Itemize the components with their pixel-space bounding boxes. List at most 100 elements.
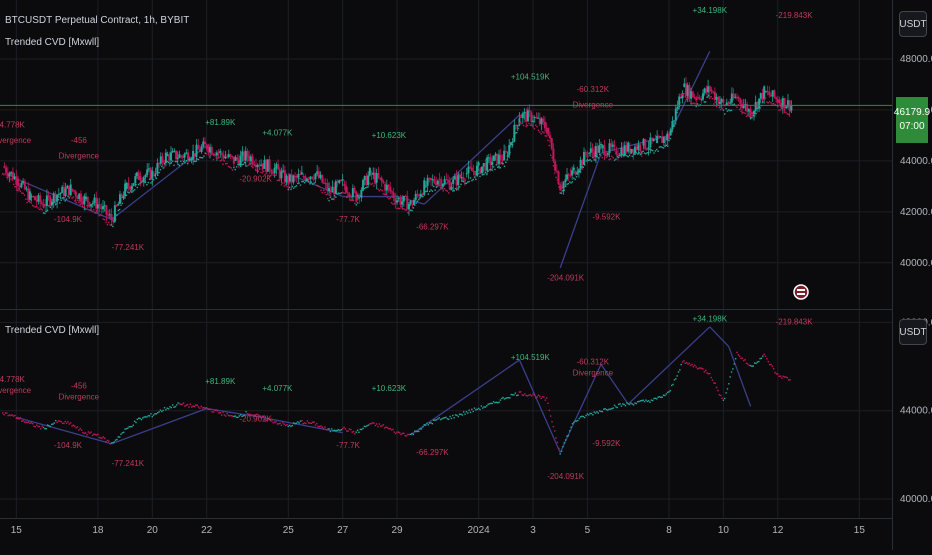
cvd-dot (505, 397, 507, 399)
cvd-dot (672, 125, 674, 127)
candle-body (11, 171, 14, 180)
candle-body (57, 193, 60, 195)
cvd-annotation-label: -204.091K (547, 472, 585, 481)
cvd-annotation-label: Divergence (573, 368, 614, 377)
cvd-dot (753, 362, 756, 364)
cvd-dot (140, 418, 143, 421)
cvd-dot (344, 192, 347, 194)
cvd-dot (215, 409, 217, 411)
cvd-dot (615, 158, 617, 160)
cvd-dot (106, 223, 109, 226)
candle-body (319, 174, 322, 179)
flag-icon[interactable] (793, 284, 809, 300)
trend-line (559, 364, 602, 453)
candle-body (142, 177, 145, 182)
cvd-dot (777, 106, 779, 108)
cvd-dot (389, 197, 391, 199)
candle-body (105, 205, 108, 215)
cvd-dot (295, 422, 298, 424)
candle-body (328, 188, 331, 192)
cvd-dot (313, 421, 315, 423)
candle-body (334, 181, 337, 194)
candle-body (139, 176, 142, 181)
cvd-dot (241, 163, 243, 166)
cvd-dot (533, 394, 536, 396)
cvd-dot (465, 411, 468, 413)
cvd-dot (767, 360, 769, 363)
cvd-dot (740, 110, 742, 113)
cvd-dot (521, 122, 523, 125)
cvd-dot (249, 413, 251, 416)
cvd-dot (312, 421, 314, 423)
cvd-dot (498, 401, 500, 404)
cvd-dot (775, 373, 778, 375)
cvd-dot (151, 415, 153, 418)
cvd-dot (656, 148, 658, 151)
cvd-dot (399, 431, 401, 434)
candle-body (615, 150, 618, 155)
cvd-dot (458, 413, 461, 416)
candle-body (61, 186, 64, 194)
cvd-dot (563, 442, 565, 444)
cvd-dot (291, 424, 294, 427)
cvd-dot (709, 372, 711, 375)
cvd-annotation-label: +34.198K (693, 6, 728, 15)
trend-line (627, 326, 711, 405)
cvd-annotation-label: -104.9K (54, 215, 83, 224)
cvd-dot (453, 190, 455, 192)
cvd-dot (418, 198, 420, 201)
cvd-dot (76, 199, 79, 201)
cvd-dot (34, 206, 37, 208)
cvd-dot (147, 181, 149, 184)
cvd-dot (362, 427, 364, 430)
cvd-dot (118, 436, 121, 438)
candle-body (370, 173, 373, 175)
cvd-dot (403, 208, 405, 210)
cvd-dot (430, 422, 432, 424)
cvd-dot (431, 190, 434, 192)
cvd-dot (756, 361, 759, 363)
candle-body (8, 173, 11, 177)
candle-body (606, 153, 609, 156)
candle-body (504, 150, 507, 153)
cvd-dot (603, 153, 605, 155)
cvd-dot (488, 403, 491, 405)
cvd-dot (654, 150, 657, 152)
cvd-dot (204, 152, 207, 154)
candle-body (52, 193, 55, 202)
cvd-dot (374, 182, 376, 185)
currency-unit-button[interactable]: USDT (899, 11, 927, 37)
candle-body (533, 117, 536, 119)
cvd-dot (381, 189, 383, 192)
cvd-dot (142, 180, 144, 182)
currency-unit-button-bottom[interactable]: USDT (899, 319, 927, 345)
cvd-dot (135, 183, 137, 186)
cvd-dot (511, 394, 514, 396)
cvd-dot (102, 436, 105, 438)
candle-body (234, 157, 237, 161)
candle-body (45, 195, 48, 206)
symbol-title[interactable]: BTCUSDT Perpetual Contract, 1h, BYBIT (5, 15, 190, 26)
candle-body (441, 183, 444, 187)
cvd-dot (95, 210, 98, 212)
cvd-dot (371, 422, 374, 424)
candle-body (120, 194, 123, 199)
candle-body (215, 152, 218, 156)
cvd-dot (294, 186, 296, 188)
trend-line (518, 359, 561, 453)
indicator-title-top[interactable]: Trended CVD [Mxwll] (5, 37, 100, 48)
cvd-dot (705, 101, 707, 103)
cvd-dot (756, 107, 759, 110)
cvd-dot (268, 175, 270, 177)
cvd-dot (540, 397, 542, 400)
cvd-dot (475, 409, 477, 411)
cvd-dot (117, 436, 119, 438)
cvd-dot (42, 212, 45, 214)
cvd-dot (317, 185, 319, 187)
candle-body (117, 203, 120, 206)
indicator-title-bottom[interactable]: Trended CVD [Mxwll] (5, 325, 100, 336)
cvd-dot (382, 193, 385, 195)
cvd-dot (113, 221, 115, 223)
